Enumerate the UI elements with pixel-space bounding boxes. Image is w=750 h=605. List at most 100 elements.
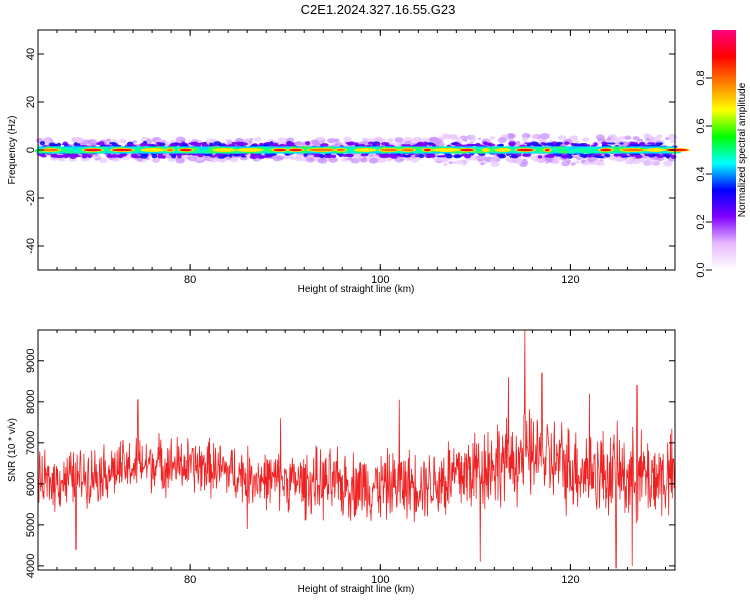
colorbar-tick-label: 0.4 <box>695 166 707 181</box>
spectrogram-mid-cell <box>231 141 238 145</box>
spectrogram-x-tick-label: 100 <box>371 274 389 286</box>
spectrogram-mid-cell <box>595 155 600 158</box>
spectrogram-halo-cell <box>606 137 612 141</box>
spectrogram-halo-cell <box>187 155 198 162</box>
spectrogram-mid-cell <box>169 143 178 147</box>
spectrogram-peak-cell <box>308 148 335 152</box>
spectrogram-halo-cell <box>537 157 546 163</box>
spectrogram-core-cell <box>413 149 423 154</box>
spectrogram-mid-cell <box>647 142 656 145</box>
spectrogram-halo-cell <box>572 135 579 139</box>
spectrogram-x-label: Height of straight line (km) <box>298 284 415 295</box>
snr-y-tick-label: 6000 <box>25 472 37 496</box>
spectrogram-marks <box>34 132 691 168</box>
spectrogram-halo-cell <box>334 138 340 142</box>
spectrogram-halo-cell <box>385 157 393 162</box>
spectrogram-y-tick-label: 40 <box>25 48 37 60</box>
snr-background <box>38 330 675 570</box>
spectrogram-mid-cell <box>62 141 68 145</box>
spectrogram-peak-cell <box>621 148 644 152</box>
spectrogram-x-tick-label: 80 <box>184 274 196 286</box>
spectrogram-halo-cell <box>87 139 98 146</box>
snr-marks <box>37 329 676 569</box>
spectrogram-peak-cell <box>423 148 431 152</box>
spectrogram-mid-cell <box>250 153 255 158</box>
spectrogram-mid-cell <box>214 153 223 157</box>
spectrogram-halo-cell <box>474 158 478 161</box>
spectrogram-halo-cell <box>253 137 262 142</box>
spectrogram-halo-cell <box>570 162 576 166</box>
spectrogram-halo-cell <box>462 138 468 142</box>
spectrogram-mid-cell <box>650 144 657 147</box>
spectrogram-halo-cell <box>369 154 374 157</box>
spectrogram-peak-cell <box>355 148 375 152</box>
spectrogram-halo-cell <box>290 156 297 161</box>
spectrogram-halo-cell <box>469 134 476 139</box>
spectrogram-halo-cell <box>227 141 233 145</box>
spectrogram-mid-cell <box>64 153 69 159</box>
snr-y-tick-label: 9000 <box>25 349 37 373</box>
spectrogram-core-cell <box>566 149 577 154</box>
spectrogram-halo-cell <box>603 138 607 141</box>
snr-ticks: 80 100 120 4000 5000 6000 7000 8000 9000 <box>25 330 675 586</box>
spectrogram-halo-cell <box>394 137 404 143</box>
spectrogram-halo-cell <box>382 138 387 142</box>
spectrogram-mid-cell <box>546 153 555 158</box>
spectrogram-mid-cell <box>270 153 277 156</box>
snr-x-tick-label: 100 <box>371 574 389 586</box>
spectrogram-mid-cell <box>509 155 519 158</box>
spectrogram-peak-cell <box>544 148 550 152</box>
spectrogram-mid-cell <box>619 142 624 145</box>
spectrogram-halo-cell <box>507 133 515 139</box>
snr-x-tick-label: 80 <box>184 574 196 586</box>
spectrogram-halo-cell <box>650 159 661 166</box>
spectrogram-halo-cell <box>205 138 216 145</box>
spectrogram-halo-cell <box>521 137 529 141</box>
spectrogram-halo-cell <box>443 134 453 140</box>
spectrogram-peak-cell <box>483 148 488 152</box>
spectrogram-halo-cell <box>531 134 539 139</box>
snr-panel: 80 100 120 4000 5000 6000 7000 8000 9000 Height … <box>7 329 676 595</box>
spectrogram-mid-cell <box>460 153 467 157</box>
spectrogram-halo-cell <box>306 157 315 163</box>
spectrogram-mid-cell <box>159 142 166 147</box>
spectrogram-peak-cell <box>214 148 234 152</box>
spectrogram-mid-cell <box>631 141 638 145</box>
spectrogram-core-cell <box>473 146 484 151</box>
spectrogram-mid-cell <box>235 141 241 146</box>
spectrogram-mid-cell <box>564 141 570 145</box>
spectrogram-halo-cell <box>320 140 325 143</box>
spectrogram-peak-cell <box>166 148 173 152</box>
spectrogram-mid-cell <box>375 143 381 147</box>
spectrogram-mid-cell <box>117 153 127 157</box>
spectrogram-mid-cell <box>106 153 112 157</box>
spectrogram-mid-cell <box>521 153 528 157</box>
spectrogram-core-cell <box>65 147 75 152</box>
spectrogram-mid-cell <box>239 142 248 146</box>
spectrogram-halo-cell <box>643 133 651 138</box>
spectrogram-halo-cell <box>532 139 536 142</box>
spectrogram-halo-cell <box>572 155 577 158</box>
spectrogram-mid-cell <box>110 154 120 158</box>
spectrogram-mid-cell <box>176 153 182 159</box>
spectrogram-mid-cell <box>613 153 621 157</box>
snr-x-label: Height of straight line (km) <box>298 584 415 595</box>
spectrogram-halo-cell <box>539 133 550 140</box>
spectrogram-halo-cell <box>670 139 676 143</box>
spectrogram-peak-cell <box>600 148 612 152</box>
spectrogram-halo-cell <box>111 157 119 162</box>
spectrogram-halo-cell <box>455 159 464 165</box>
colorbar-tick-label: 0.2 <box>695 214 707 229</box>
spectrogram-mid-cell <box>658 142 664 146</box>
spectrogram-halo-cell <box>374 138 378 141</box>
snr-frame <box>37 329 676 571</box>
spectrogram-halo-cell <box>361 137 368 142</box>
spectrogram-mid-cell <box>151 154 158 159</box>
snr-x-tick-label: 120 <box>561 574 579 586</box>
spectrogram-peak-cell <box>273 148 287 152</box>
spectrogram-peak-cell <box>459 148 474 152</box>
spectrogram-mid-cell <box>87 154 93 159</box>
spectrogram-halo-cell <box>301 157 308 162</box>
spectrogram-halo-cell <box>327 138 336 144</box>
